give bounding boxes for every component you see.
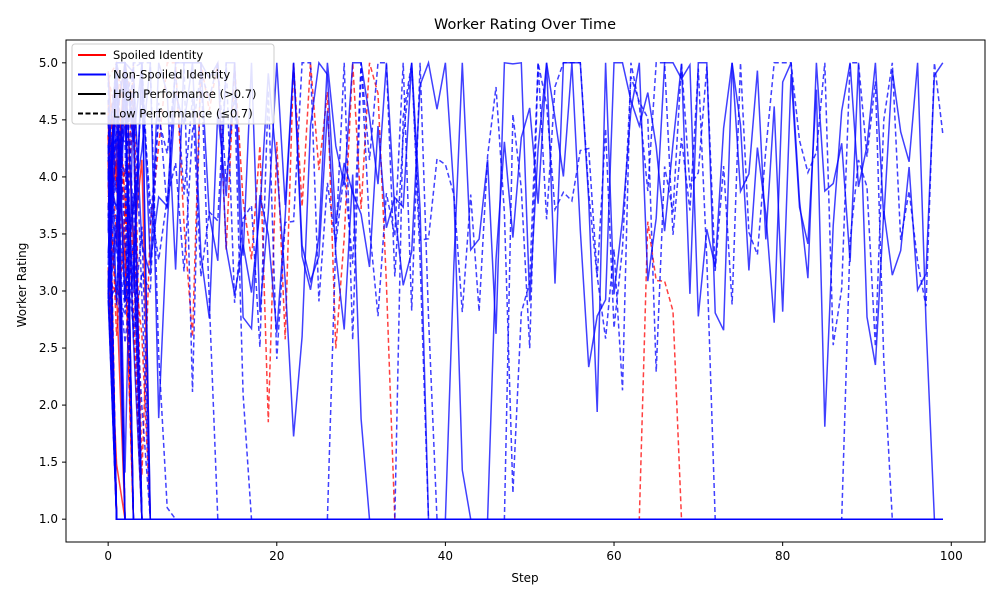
series-line-33	[108, 172, 943, 519]
y-tick-label: 1.5	[39, 455, 58, 469]
x-tick-label: 20	[269, 549, 284, 563]
series-line-1	[108, 160, 943, 519]
series-line-7	[108, 163, 943, 519]
y-tick-label: 2.0	[39, 398, 58, 412]
y-axis-label: Worker Rating	[15, 243, 29, 328]
series-layer	[108, 63, 943, 519]
x-tick-label: 0	[104, 549, 112, 563]
legend: Spoiled Identity Non-Spoiled Identity High…	[72, 44, 274, 124]
y-tick-label: 2.5	[39, 341, 58, 355]
series-line-6	[108, 279, 943, 519]
series-line-9	[108, 160, 943, 519]
legend-entry: High Performance (>0.7)	[113, 87, 257, 101]
x-tick-label: 40	[438, 549, 453, 563]
x-tick-label: 100	[940, 549, 963, 563]
series-line-17	[108, 160, 943, 519]
y-axis: 1.0 1.5 2.0 2.5 3.0 3.5 4.0 4.5 5.0	[39, 56, 66, 526]
series-line-50	[108, 289, 943, 519]
series-line-59	[108, 169, 943, 520]
series-line-10	[108, 267, 943, 519]
legend-entry: Low Performance (≤0.7)	[113, 107, 253, 121]
y-tick-label: 3.0	[39, 284, 58, 298]
x-axis: 0 20 40 60 80 100	[104, 542, 962, 563]
y-tick-label: 4.5	[39, 113, 58, 127]
x-axis-label: Step	[511, 571, 538, 585]
series-line-46	[108, 187, 943, 520]
series-line-57	[108, 293, 943, 519]
series-line-51	[108, 271, 943, 520]
series-line-48	[108, 293, 943, 520]
series-line-11	[108, 279, 943, 519]
y-tick-label: 1.0	[39, 512, 58, 526]
x-tick-label: 80	[775, 549, 790, 563]
series-line-39	[108, 300, 943, 519]
x-tick-label: 60	[606, 549, 621, 563]
y-tick-label: 3.5	[39, 227, 58, 241]
y-tick-label: 4.0	[39, 170, 58, 184]
y-tick-label: 5.0	[39, 56, 58, 70]
series-line-61	[108, 192, 943, 519]
legend-entry: Non-Spoiled Identity	[113, 68, 230, 82]
chart-title: Worker Rating Over Time	[434, 17, 616, 33]
series-line-4	[108, 280, 943, 520]
series-line-22	[108, 182, 943, 519]
legend-entry: Spoiled Identity	[113, 48, 203, 62]
